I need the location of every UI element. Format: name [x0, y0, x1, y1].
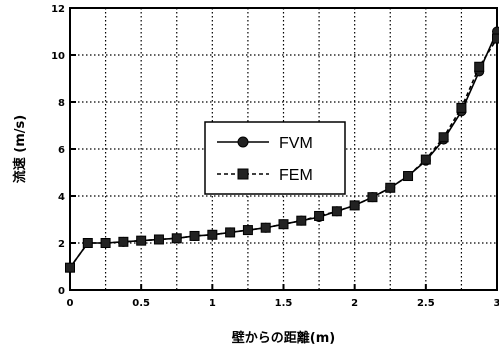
y-tick-label: 2	[58, 239, 65, 250]
y-tick-label: 6	[58, 145, 65, 156]
data-point	[207, 229, 218, 240]
data-point	[456, 102, 467, 113]
y-tick-label: 8	[58, 98, 65, 109]
data-point	[474, 61, 485, 72]
x-tick-label: 2	[351, 298, 358, 309]
y-tick-label: 0	[58, 286, 65, 297]
x-axis-label: 壁からの距離(m)	[232, 330, 335, 346]
data-point	[100, 238, 111, 248]
data-point	[349, 200, 360, 211]
legend-item-fvm: FVM	[217, 135, 313, 152]
legend: FVM FEM	[204, 121, 346, 195]
data-point	[82, 238, 93, 248]
x-tick-label: 1	[209, 298, 216, 309]
data-point	[331, 206, 342, 217]
legend-item-fem: FEM	[217, 167, 313, 184]
y-tick-label: 4	[58, 192, 65, 203]
series-fem	[65, 33, 499, 273]
axis-ticks: 0 0.5 1 1.5 2 2.5 3 0 2 4 6 8 10 12	[51, 4, 499, 309]
legend-marker	[237, 168, 249, 180]
y-tick-label: 12	[51, 4, 65, 15]
data-point	[189, 230, 200, 241]
data-point	[314, 210, 325, 221]
data-point	[136, 235, 147, 246]
data-point	[438, 132, 449, 143]
y-axis-label: 流速 (m/s)	[12, 115, 28, 183]
data-point	[153, 234, 164, 245]
legend-box	[204, 121, 346, 195]
x-tick-label: 2.5	[417, 298, 435, 309]
x-tick-label: 3	[494, 298, 499, 309]
data-point	[492, 33, 499, 44]
legend-label: FVM	[279, 135, 313, 152]
data-point	[296, 215, 307, 226]
data-point	[65, 262, 75, 273]
legend-items: FVM FEM	[217, 135, 313, 184]
data-point	[260, 222, 271, 233]
data-point	[367, 192, 378, 203]
legend-label: FEM	[279, 167, 313, 184]
data-point	[225, 227, 236, 238]
series-group	[65, 26, 499, 273]
data-point	[171, 233, 182, 244]
data-point	[403, 171, 414, 182]
data-point	[420, 154, 431, 165]
data-point	[242, 225, 253, 236]
x-tick-label: 0	[67, 298, 74, 309]
x-tick-label: 0.5	[132, 298, 150, 309]
legend-marker	[237, 136, 249, 148]
data-point	[385, 182, 396, 193]
data-point	[118, 236, 129, 247]
y-tick-label: 10	[51, 51, 65, 62]
x-tick-label: 1.5	[275, 298, 293, 309]
data-point	[278, 219, 289, 230]
